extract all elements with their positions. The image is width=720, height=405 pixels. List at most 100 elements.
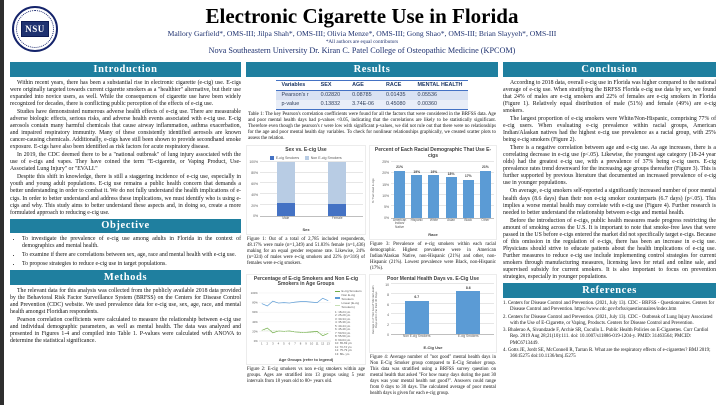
introduction-paragraph: Despite this shift in knowledge, there i… bbox=[10, 174, 241, 216]
reference-item: 3. Bhalerao A, Sivandzade F, Archie SR, … bbox=[503, 328, 709, 346]
section-header-references: References bbox=[503, 283, 716, 298]
x-axis-tick-label: 5 bbox=[283, 342, 285, 346]
y-axis-tick-label: 40% bbox=[251, 192, 258, 197]
bar-value-label: 19% bbox=[430, 169, 438, 174]
legend-item: Non E-cig Smokers bbox=[305, 155, 342, 160]
figure1-caption: Figure 1: Out of a total of 2,785 includ… bbox=[247, 236, 365, 266]
reference-item: 1. Centers for Disease Control and Preve… bbox=[503, 300, 715, 312]
left-column: Introduction Within recent years, there … bbox=[10, 60, 241, 346]
nsu-logo: NSU bbox=[12, 6, 58, 52]
x-axis-category-label: Other bbox=[481, 217, 490, 222]
legend-item: Linear (E-cig Smokers) bbox=[335, 302, 363, 309]
legend-item: Non E-cig Smokers bbox=[335, 294, 363, 301]
introduction-paragraph: Studies have demonstrated numerous adver… bbox=[10, 108, 241, 151]
figure3-y-axis: 0% 5% 10% 15% 20% 25% bbox=[380, 160, 391, 221]
gridline bbox=[391, 205, 494, 207]
table-cell: 0.02820 bbox=[320, 92, 341, 98]
bar-value-label: 21% bbox=[396, 165, 403, 170]
conclusion-paragraph: There is a negative correlation between … bbox=[503, 145, 716, 187]
y-axis-tick-label: 20% bbox=[251, 203, 258, 208]
table-cell: 0.05536 bbox=[417, 92, 438, 98]
legend-swatch bbox=[335, 297, 340, 299]
table-header-row: Variables SEX AGE RACE MENTAL HEALTH bbox=[275, 79, 469, 91]
x-axis-tick-label: 12 bbox=[321, 342, 325, 346]
y-axis-tick-label: 20% bbox=[252, 329, 258, 333]
x-axis-category-label: American Indian/ Native bbox=[392, 217, 407, 229]
bar bbox=[479, 170, 491, 218]
poster-columns: Introduction Within recent years, there … bbox=[4, 58, 720, 397]
y-axis-tick-label: 0% bbox=[253, 214, 258, 219]
gridline bbox=[391, 183, 494, 185]
figure3-caption: Figure 3: Prevalence of e-cig smokers wi… bbox=[370, 241, 496, 271]
figure4-caption: Figure 4: Average number of "not good" m… bbox=[370, 355, 496, 397]
figure2-age-group-legend: 1: 18-24 y/o 2: 25-29 y/o 3: 30-34 y/o 4: 3… bbox=[335, 310, 363, 356]
nsu-logo-ring: NSU bbox=[16, 10, 54, 48]
results-table: Variables SEX AGE RACE MENTAL HEALTH Pea… bbox=[275, 79, 469, 110]
objective-list: To investigate the prevalence of e-cig u… bbox=[22, 236, 241, 268]
gridline bbox=[391, 303, 494, 305]
table-cell: 0.13832 bbox=[320, 101, 341, 107]
age-group-legend-item: 9: 60-64 y/o bbox=[335, 337, 351, 342]
objective-bullet: To investigate the prevalence of e-cig u… bbox=[22, 236, 241, 250]
figure4-mental-health-bar-chart: Poor Mental Health Days vs. E-Cig Use Av… bbox=[369, 273, 497, 354]
table-cell: Pearson's r bbox=[281, 92, 309, 98]
section-header-introduction: Introduction bbox=[10, 62, 241, 77]
gridline bbox=[391, 313, 494, 315]
figure2-x-axis-title: Age Groups (refer to legend) bbox=[278, 357, 334, 363]
age-group-legend-item: 10: 65-69 y/o bbox=[335, 341, 352, 346]
y-axis-tick-label: 8 bbox=[387, 292, 389, 297]
gridline bbox=[260, 193, 363, 195]
methods-paragraph: The relevant data for this analysis was … bbox=[10, 287, 241, 315]
x-axis-category-label: E-cig Smokers bbox=[457, 334, 479, 339]
conclusion-paragraph: The largest proportion of e-cig smokers … bbox=[503, 115, 716, 143]
y-axis-tick-label: 100% bbox=[249, 160, 258, 165]
section-header-methods: Methods bbox=[10, 270, 241, 285]
legend-label: E-cig Smokers bbox=[275, 155, 300, 160]
y-axis-tick-label: 6 bbox=[387, 302, 389, 307]
legend-item: E-cig Smokers bbox=[335, 289, 363, 294]
y-axis-tick-label: 2 bbox=[387, 322, 389, 327]
contributors-note: *All authors are equal contributors bbox=[325, 39, 399, 46]
y-axis-tick-label: 25% bbox=[382, 160, 389, 165]
conclusion-paragraph: Before the introduction of e-cigs, publi… bbox=[503, 217, 716, 281]
age-group-legend-item: 11: 70-74 y/o bbox=[335, 344, 352, 349]
stacked-bar-segment bbox=[328, 161, 347, 204]
figure3-title: Percent of Each Racial Demographic That … bbox=[374, 147, 492, 159]
x-axis-category-label: Hispanic bbox=[410, 217, 423, 222]
table-cell: p-value bbox=[281, 101, 300, 107]
bar bbox=[404, 300, 429, 335]
age-group-legend-item: 4: 35-39 y/o bbox=[335, 320, 351, 325]
figure4-cell: Poor Mental Health Days vs. E-Cig Use Av… bbox=[369, 273, 497, 398]
figure4-x-axis-title: E-Cig Use bbox=[423, 345, 443, 351]
bar bbox=[462, 179, 474, 218]
figure3-race-bar-chart: Percent of Each Racial Demographic That … bbox=[369, 145, 497, 240]
section-header-objective: Objective bbox=[10, 218, 241, 234]
introduction-paragraph: Within recent years, there has been a su… bbox=[10, 79, 241, 107]
figure1-y-axis: 0% 20% 40% 60% 80% 100% bbox=[249, 160, 260, 219]
stacked-bar-segment bbox=[276, 202, 295, 216]
table-cell: 3.74E-06 bbox=[352, 101, 375, 107]
figure-grid: Sex vs. E-cig Use E-cig Smokers Non E-cig… bbox=[246, 145, 498, 397]
x-axis-tick-label: 11 bbox=[316, 342, 319, 346]
y-axis-tick-label: 60% bbox=[251, 182, 258, 187]
age-group-legend-item: 2: 25-29 y/o bbox=[335, 313, 351, 318]
nsu-logo-text: NSU bbox=[21, 21, 49, 37]
table-header-cell: Variables bbox=[275, 79, 315, 91]
bar-value-label: 21% bbox=[482, 165, 489, 170]
legend-label: E-cig Smokers bbox=[341, 289, 362, 294]
y-axis-tick-label: 40% bbox=[252, 320, 258, 324]
introduction-paragraph: In 2019, the CDC deemed there to be a "n… bbox=[10, 152, 241, 173]
y-axis-tick-label: 0% bbox=[384, 216, 389, 221]
y-axis-tick-label: 60% bbox=[252, 310, 258, 314]
figure2-series-legend: E-cig Smokers Non E-cig Smokers Linear (E-… bbox=[335, 289, 363, 309]
figure3-x-axis-title: Race bbox=[428, 231, 438, 237]
table-row: Pearson's r 0.02820 0.08785 0.01435 0.05… bbox=[275, 90, 469, 100]
gridline bbox=[260, 182, 363, 184]
table-caption: Table 1: The key Pearson's correlation c… bbox=[248, 111, 496, 142]
age-group-legend-item: 3: 30-34 y/o bbox=[335, 316, 351, 321]
table-header-cell: SEX bbox=[314, 79, 347, 91]
age-group-legend-item: 8: 55-59 y/o bbox=[335, 334, 351, 339]
legend-swatch bbox=[270, 155, 275, 160]
x-axis-tick-label: 4 bbox=[278, 342, 280, 346]
